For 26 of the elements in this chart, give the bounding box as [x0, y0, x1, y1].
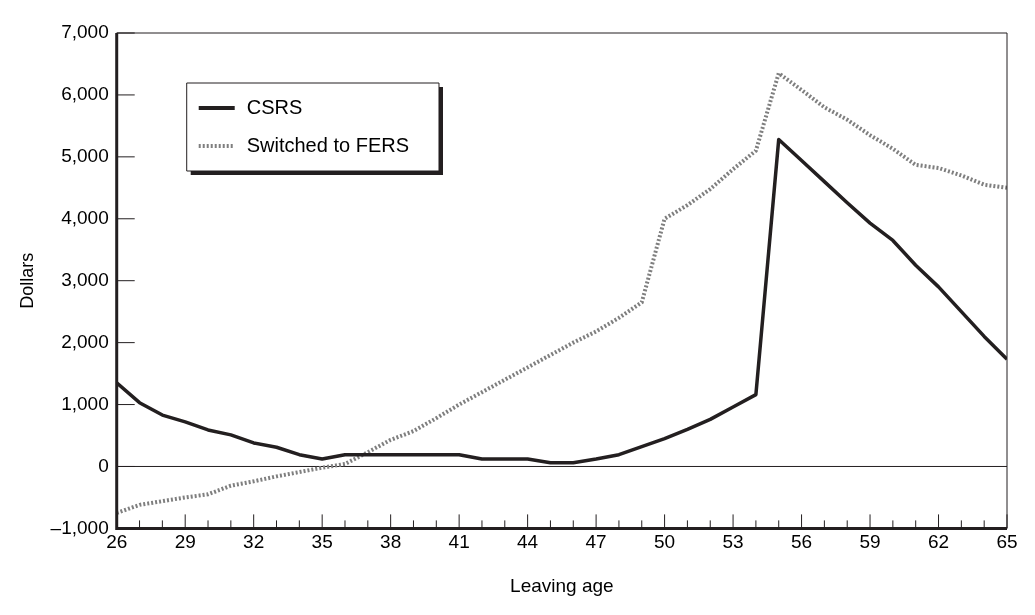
- y-tick-label: 1,000: [61, 392, 109, 414]
- x-tick-label: 53: [722, 531, 744, 553]
- x-tick-label: 44: [517, 531, 539, 553]
- x-tick-label: 62: [927, 531, 950, 553]
- y-axis-title: Dollars: [16, 252, 37, 309]
- y-tick-label: 0: [98, 454, 109, 476]
- x-tick-label: 32: [243, 531, 265, 553]
- x-tick-label: 38: [380, 531, 402, 553]
- y-tick-label: 5,000: [61, 145, 109, 167]
- line-series: [116, 71, 1007, 515]
- legend-label: Switched to FERS: [246, 133, 410, 156]
- x-tick-label: 65: [996, 531, 1018, 553]
- x-tick-label: 29: [174, 531, 196, 553]
- x-tick-label: 47: [585, 531, 607, 553]
- y-tick-label: 2,000: [61, 330, 109, 352]
- x-tick-label: 56: [790, 531, 813, 553]
- x-tick-label: 59: [859, 531, 881, 553]
- x-tick-label: 35: [311, 531, 333, 553]
- y-tick-label: 6,000: [61, 83, 109, 105]
- y-tick-label: 7,000: [61, 21, 109, 43]
- y-tick-label: 3,000: [61, 268, 109, 290]
- legend-label: CSRS: [246, 95, 303, 118]
- y-tick-label: 4,000: [61, 207, 109, 229]
- x-axis-title: Leaving age: [510, 574, 614, 596]
- x-tick-label: 50: [654, 531, 676, 553]
- x-tick-label: 41: [448, 531, 470, 553]
